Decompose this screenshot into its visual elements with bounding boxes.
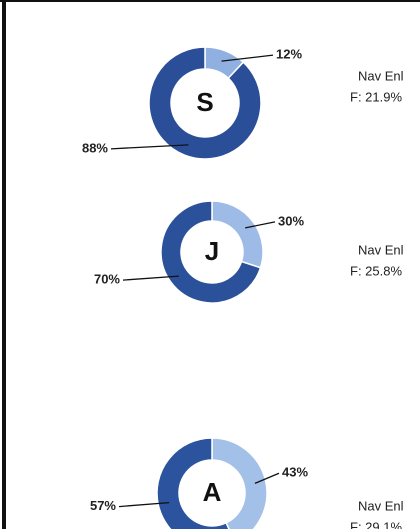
donut-hole (181, 221, 243, 283)
center-label: A (203, 477, 222, 507)
value-label: 88% (82, 140, 108, 155)
value-label: 70% (94, 272, 120, 287)
side-text: F: 29.1% (350, 519, 402, 529)
side-text: Nav Enl (358, 242, 404, 257)
side-text: Nav Enl (358, 68, 404, 83)
donut-hole (171, 69, 239, 137)
side-text: Nav Enl (358, 498, 404, 513)
value-label: 43% (282, 465, 308, 480)
value-label: 30% (278, 213, 304, 228)
center-label: J (205, 236, 219, 266)
donut-hole (179, 460, 245, 526)
side-text: F: 21.9% (350, 89, 402, 104)
leader-line (122, 275, 179, 281)
leader-line (221, 54, 274, 62)
value-label: 12% (276, 47, 302, 62)
leader-line (110, 144, 189, 150)
side-text: F: 25.8% (350, 263, 402, 278)
center-label: S (196, 87, 213, 117)
leader-line (254, 472, 280, 485)
value-label: 57% (90, 498, 116, 513)
leader-line (245, 221, 276, 229)
leader-line (118, 501, 170, 508)
